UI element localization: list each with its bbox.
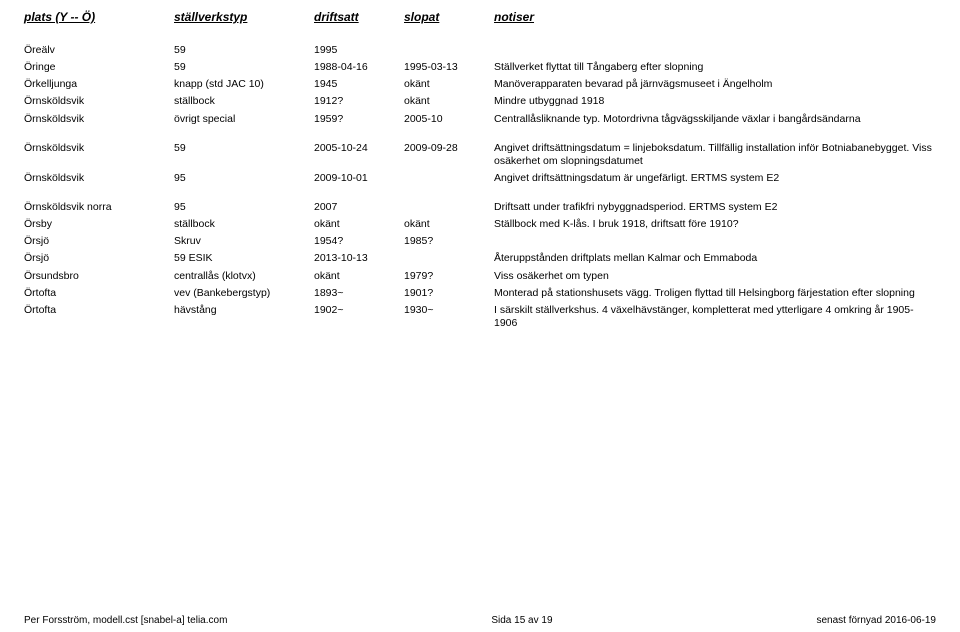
cell: Örsjö — [24, 250, 174, 267]
cell: Ställverket flyttat till Tångaberg efter… — [494, 59, 936, 76]
table-row: Örnsköldsvikövrigt special1959?2005-10Ce… — [24, 111, 936, 128]
cell: Angivet driftsättningsdatum är ungefärli… — [494, 170, 936, 187]
cell — [404, 187, 494, 216]
cell: Mindre utbyggnad 1918 — [494, 93, 936, 110]
cell: övrigt special — [174, 111, 314, 128]
cell: 1901? — [404, 285, 494, 302]
table-row: Öreälv591995 — [24, 30, 936, 59]
cell: I särskilt ställverkshus. 4 växelhävstän… — [494, 302, 936, 332]
cell: ställbock — [174, 93, 314, 110]
col-driftsatt: driftsatt — [314, 8, 404, 30]
cell: Öringe — [24, 59, 174, 76]
cell: 1959? — [314, 111, 404, 128]
cell — [404, 170, 494, 187]
cell: 59 — [174, 30, 314, 59]
cell: 1995-03-13 — [404, 59, 494, 76]
cell: centrallås (klotvx) — [174, 268, 314, 285]
cell — [494, 233, 936, 250]
table-row: Örtoftavev (Bankebergstyp)1893~1901?Mont… — [24, 285, 936, 302]
cell: okänt — [314, 216, 404, 233]
footer-right: senast förnyad 2016-06-19 — [816, 615, 936, 626]
cell: 95 — [174, 187, 314, 216]
cell: 1988-04-16 — [314, 59, 404, 76]
table-row: Örnsköldsvik952009-10-01 Angivet driftsät… — [24, 170, 936, 187]
cell: Driftsatt under trafikfri nybyggnadsperi… — [494, 187, 936, 216]
cell: Örnsköldsvik — [24, 170, 174, 187]
table-header-row: plats (Y -- Ö) ställverkstyp driftsatt s… — [24, 8, 936, 30]
cell: 1979? — [404, 268, 494, 285]
cell: 1902~ — [314, 302, 404, 332]
cell: 59 ESIK — [174, 250, 314, 267]
cell: okänt — [314, 268, 404, 285]
cell: Örtofta — [24, 302, 174, 332]
col-plats: plats (Y -- Ö) — [24, 8, 174, 30]
cell: 1912? — [314, 93, 404, 110]
table-row: Örnsköldsvik592005-10-242009-09-28Angive… — [24, 128, 936, 170]
cell: 95 — [174, 170, 314, 187]
cell: okänt — [404, 93, 494, 110]
cell: 59 — [174, 59, 314, 76]
cell: Återuppstånden driftplats mellan Kalmar … — [494, 250, 936, 267]
table-row: Öringe591988-04-161995-03-13Ställverket … — [24, 59, 936, 76]
page-footer: Per Forsström, modell.cst [snabel-a] tel… — [24, 615, 936, 626]
cell: Viss osäkerhet om typen — [494, 268, 936, 285]
cell: 59 — [174, 128, 314, 170]
cell: Örsjö — [24, 233, 174, 250]
cell: 2005-10 — [404, 111, 494, 128]
footer-left: Per Forsström, modell.cst [snabel-a] tel… — [24, 615, 227, 626]
cell: knapp (std JAC 10) — [174, 76, 314, 93]
table-row: Örtoftahävstång1902~1930~I särskilt stäl… — [24, 302, 936, 332]
cell: ställbock — [174, 216, 314, 233]
table-row: Örkelljungaknapp (std JAC 10)1945okäntMa… — [24, 76, 936, 93]
cell: 2007 — [314, 187, 404, 216]
table-row: Örnsköldsvik norra952007 Driftsatt under … — [24, 187, 936, 216]
cell: 2013-10-13 — [314, 250, 404, 267]
cell: Centrallåsliknande typ. Motordrivna tågv… — [494, 111, 936, 128]
footer-center: Sida 15 av 19 — [491, 615, 552, 626]
cell: 1945 — [314, 76, 404, 93]
cell: 1954? — [314, 233, 404, 250]
table-row: Örsundsbrocentrallås (klotvx)okänt1979?V… — [24, 268, 936, 285]
cell — [494, 30, 936, 59]
cell: okänt — [404, 216, 494, 233]
cell — [404, 250, 494, 267]
col-notiser: notiser — [494, 8, 936, 30]
cell: 1995 — [314, 30, 404, 59]
cell: 2009-10-01 — [314, 170, 404, 187]
cell: 2009-09-28 — [404, 128, 494, 170]
cell: okänt — [404, 76, 494, 93]
cell: Örsundsbro — [24, 268, 174, 285]
cell: Örnsköldsvik norra — [24, 187, 174, 216]
cell — [404, 30, 494, 59]
cell: Örtofta — [24, 285, 174, 302]
cell: Skruv — [174, 233, 314, 250]
cell: 2005-10-24 — [314, 128, 404, 170]
table-row: ÖrsbyställbockokäntokäntStällbock med K-… — [24, 216, 936, 233]
table-row: ÖrsjöSkruv1954?1985? — [24, 233, 936, 250]
col-stallverkstyp: ställverkstyp — [174, 8, 314, 30]
cell: Örnsköldsvik — [24, 111, 174, 128]
cell: Örkelljunga — [24, 76, 174, 93]
cell: Öreälv — [24, 30, 174, 59]
cell: Örnsköldsvik — [24, 128, 174, 170]
cell: Örsby — [24, 216, 174, 233]
col-slopat: slopat — [404, 8, 494, 30]
cell: Monterad på stationshusets vägg. Trolige… — [494, 285, 936, 302]
cell: 1930~ — [404, 302, 494, 332]
cell: hävstång — [174, 302, 314, 332]
cell: Örnsköldsvik — [24, 93, 174, 110]
cell: 1893~ — [314, 285, 404, 302]
table-row: Örnsköldsvikställbock1912?okäntMindre ut… — [24, 93, 936, 110]
cell: 1985? — [404, 233, 494, 250]
cell: Angivet driftsättningsdatum = linjeboksd… — [494, 128, 936, 170]
table-row: Örsjö59 ESIK2013-10-13 Återuppstånden dri… — [24, 250, 936, 267]
cell: vev (Bankebergstyp) — [174, 285, 314, 302]
cell: Ställbock med K-lås. I bruk 1918, drifts… — [494, 216, 936, 233]
cell: Manöverapparaten bevarad på järnvägsmuse… — [494, 76, 936, 93]
interlocking-table: plats (Y -- Ö) ställverkstyp driftsatt s… — [24, 8, 936, 332]
